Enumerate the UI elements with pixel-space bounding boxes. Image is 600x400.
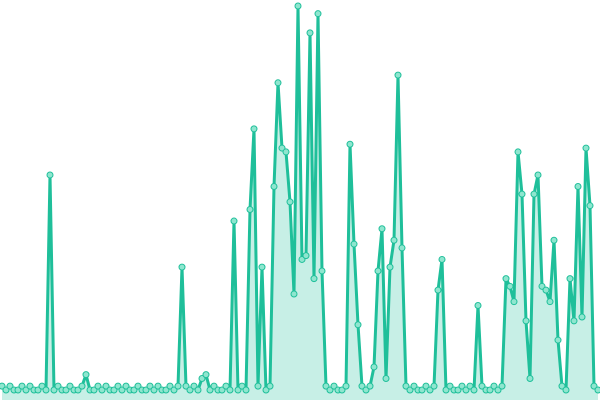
point — [550, 236, 558, 244]
point — [438, 255, 446, 263]
point — [394, 71, 402, 79]
point — [254, 382, 262, 390]
point — [510, 298, 518, 306]
point — [250, 125, 258, 133]
point — [178, 263, 186, 271]
point — [310, 275, 318, 283]
point — [470, 386, 478, 394]
point — [502, 275, 510, 283]
point — [230, 217, 238, 225]
point — [554, 336, 562, 344]
point — [434, 286, 442, 294]
point — [346, 140, 354, 148]
point — [566, 275, 574, 283]
point — [282, 148, 290, 156]
point — [526, 374, 534, 382]
point — [266, 382, 274, 390]
point — [46, 171, 54, 179]
point — [530, 190, 538, 198]
point — [274, 79, 282, 87]
point — [350, 240, 358, 248]
point — [518, 190, 526, 198]
point — [534, 171, 542, 179]
point — [562, 386, 570, 394]
point — [374, 267, 382, 275]
point — [542, 286, 550, 294]
point — [370, 363, 378, 371]
point — [194, 386, 202, 394]
point — [78, 382, 86, 390]
point — [514, 148, 522, 156]
point — [382, 374, 390, 382]
point — [286, 198, 294, 206]
point — [314, 10, 322, 18]
point — [582, 144, 590, 152]
point — [586, 202, 594, 210]
point — [294, 2, 302, 10]
point — [246, 206, 254, 214]
point — [594, 386, 600, 394]
point — [546, 298, 554, 306]
point — [398, 244, 406, 252]
point — [202, 371, 210, 379]
point — [522, 317, 530, 325]
point — [570, 317, 578, 325]
point — [366, 382, 374, 390]
point — [386, 263, 394, 271]
point — [342, 382, 350, 390]
point — [258, 263, 266, 271]
point — [430, 382, 438, 390]
point — [82, 371, 90, 379]
point — [318, 267, 326, 275]
point — [226, 386, 234, 394]
point — [290, 290, 298, 298]
point — [270, 182, 278, 190]
point — [474, 302, 482, 310]
point — [306, 29, 314, 37]
point — [506, 282, 514, 290]
point — [302, 252, 310, 260]
point — [242, 386, 250, 394]
point — [354, 321, 362, 329]
point — [578, 313, 586, 321]
point — [378, 225, 386, 233]
point — [390, 236, 398, 244]
point — [574, 182, 582, 190]
point — [42, 386, 50, 394]
point — [174, 382, 182, 390]
point — [498, 382, 506, 390]
